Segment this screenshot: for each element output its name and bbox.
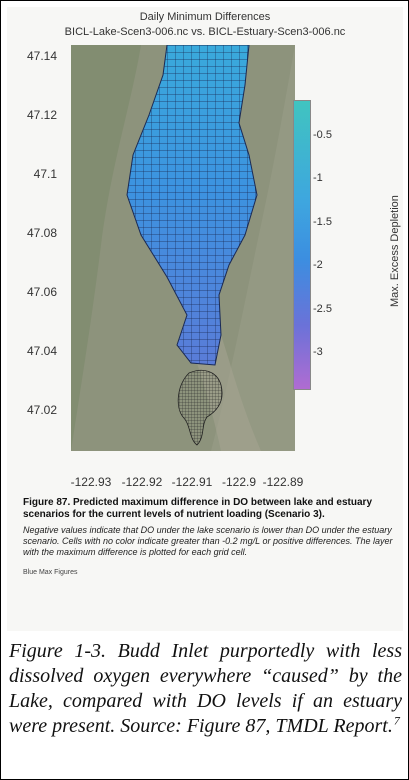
colorbar-tick-label: -2 [313,259,323,271]
y-tick-label: 47.02 [26,403,57,417]
x-tick-label: -122.92 [121,475,163,489]
figure-87-caption: Figure 87. Predicted maximum difference … [23,497,373,520]
y-tick-label: 47.08 [26,226,57,240]
y-tick-label: 47.12 [26,108,57,122]
plot-title: Daily Minimum Differences [139,11,271,23]
figure-87-note: Negative values indicate that DO under t… [23,525,393,557]
x-tick-label: -122.9 [221,475,257,489]
embedded-figure-scan: Daily Minimum Differences BICL-Lake-Scen… [7,7,403,631]
colorbar-tick-label: -1.5 [313,216,332,228]
colorbar-tick-label: -0.5 [313,129,332,141]
aerial-map [71,45,295,451]
south-end-fine-grid [177,369,223,446]
inlet-grid-mesh [126,45,258,366]
blue-max-label: Blue Max Figures [23,569,78,576]
figure-caption: Figure 1-3. Budd Inlet purportedly with … [9,639,402,739]
colorbar-tick-label: -3 [313,346,323,358]
footnote-marker: 7 [393,713,400,728]
plot-subtitle: BICL-Lake-Scen3-006.nc vs. BICL-Estuary-… [64,26,346,38]
figure-caption-text: Figure 1-3. Budd Inlet purportedly with … [9,640,402,737]
west-shore-land [71,45,141,451]
map-plot-area [71,45,295,451]
colorbar [293,100,311,390]
y-tick-label: 47.14 [26,49,57,63]
x-tick-label: -122.91 [171,475,213,489]
x-tick-label: -122.93 [70,475,112,489]
y-tick-label: 47.06 [26,285,57,299]
y-tick-label: 47.04 [26,344,57,358]
colorbar-title: Max. Excess Depletion [389,195,401,307]
colorbar-tick-label: -1 [313,172,323,184]
colorbar-tick-label: -2.5 [313,303,332,315]
x-tick-label: -122.89 [262,475,304,489]
y-tick-label: 47.1 [33,167,57,181]
east-shore-land [211,45,295,451]
